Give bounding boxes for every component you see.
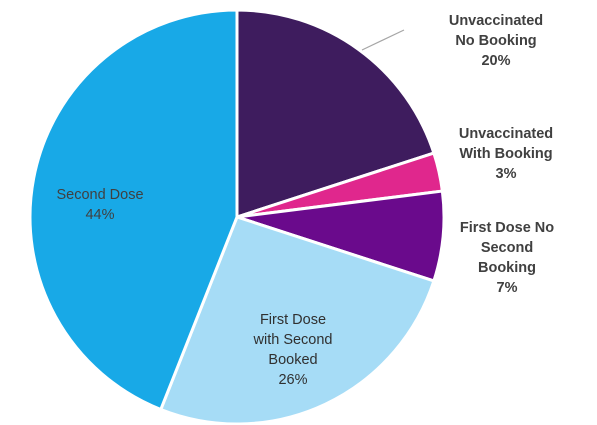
pie-label-line: 20% [481, 53, 510, 69]
pie-slices [28, 8, 446, 425]
pie-label-unvaccinated-no-booking: Unvaccinated No Booking 20% [449, 13, 543, 69]
pie-label-line: First Dose No [460, 220, 554, 236]
pie-label-line: 7% [497, 280, 518, 296]
pie-label-line: No Booking [455, 33, 536, 49]
pie-slice-first-dose-with-second-booked [159, 215, 436, 425]
pie-slice-second-dose [28, 8, 239, 411]
pie-label-line: 3% [496, 166, 517, 182]
pie-label-unvaccinated-with-booking: Unvaccinated With Booking 3% [459, 126, 553, 182]
pie-label-line: Second Dose [56, 187, 143, 203]
pie-label-line: Booking [478, 260, 536, 276]
pie-slice-unvaccinated-no-booking [235, 8, 436, 219]
pie-labels: Unvaccinated No Booking 20% Unvaccinated Wit… [56, 13, 554, 388]
pie-label-line: with Second [253, 332, 333, 348]
pie-label-second-dose: Second Dose 44% [56, 187, 143, 223]
pie-label-first-dose-no-second-booking: First Dose No Second Booking 7% [460, 220, 554, 296]
pie-label-line: With Booking [459, 146, 552, 162]
pie-label-line: Second [481, 240, 533, 256]
pie-label-first-dose-with-second-booked: First Dose with Second Booked 26% [253, 312, 333, 388]
pie-label-line: 44% [85, 207, 114, 223]
pie-label-line: Unvaccinated [449, 13, 543, 29]
pie-label-line: Unvaccinated [459, 126, 553, 142]
pie-label-line: Booked [268, 352, 317, 368]
pie-label-line: First Dose [260, 312, 326, 328]
leader-line [361, 29, 405, 51]
pie-label-line: 26% [278, 372, 307, 388]
